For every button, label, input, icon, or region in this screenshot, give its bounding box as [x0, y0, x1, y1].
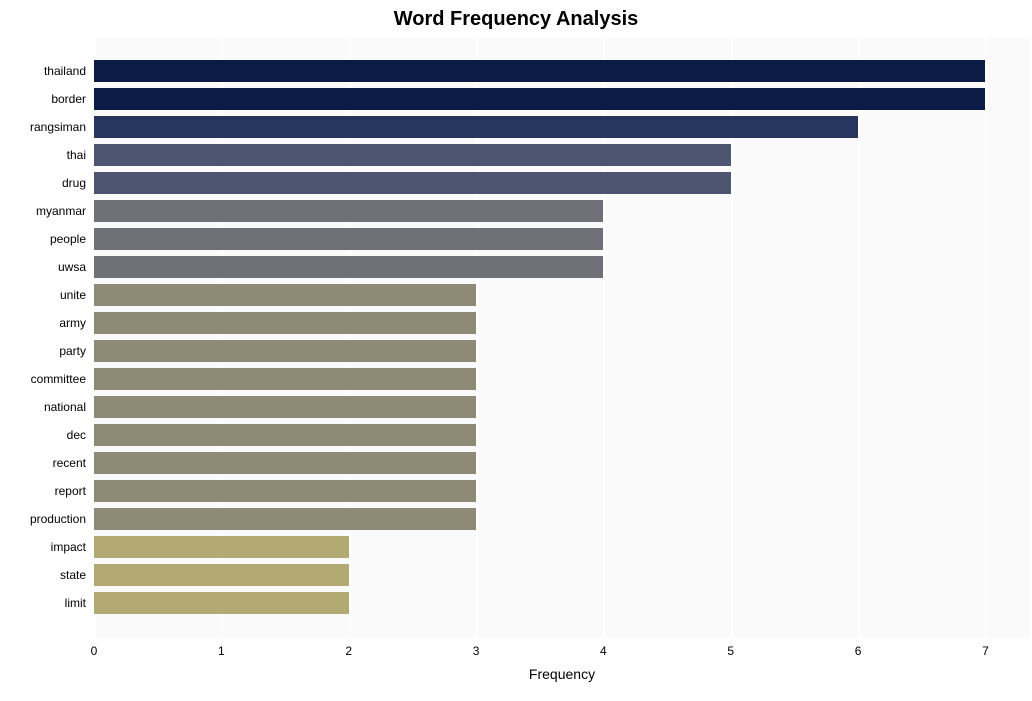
y-tick-label: state — [60, 568, 94, 582]
bar-production — [94, 508, 476, 530]
y-tick-label: thailand — [44, 64, 94, 78]
y-tick-label: recent — [53, 456, 94, 470]
y-tick-label: army — [59, 316, 94, 330]
x-tick-label: 1 — [218, 644, 225, 658]
x-axis-label: Frequency — [529, 666, 595, 682]
y-tick-label: dec — [67, 428, 94, 442]
bar-impact — [94, 536, 349, 558]
bar-national — [94, 396, 476, 418]
y-tick-label: impact — [51, 540, 94, 554]
x-tick-label: 5 — [727, 644, 734, 658]
x-tick-label: 7 — [982, 644, 989, 658]
grid-line — [858, 38, 860, 638]
bar-people — [94, 228, 603, 250]
grid-line — [985, 38, 987, 638]
bar-unite — [94, 284, 476, 306]
y-tick-label: people — [50, 232, 94, 246]
y-tick-label: production — [30, 512, 94, 526]
bar-committee — [94, 368, 476, 390]
bar-border — [94, 88, 985, 110]
bar-dec — [94, 424, 476, 446]
y-tick-label: party — [59, 344, 94, 358]
bar-thai — [94, 144, 731, 166]
y-tick-label: uwsa — [58, 260, 94, 274]
x-tick-label: 0 — [91, 644, 98, 658]
y-tick-label: report — [55, 484, 94, 498]
bar-party — [94, 340, 476, 362]
y-tick-label: limit — [65, 596, 94, 610]
bar-army — [94, 312, 476, 334]
bar-drug — [94, 172, 731, 194]
y-tick-label: thai — [67, 148, 94, 162]
y-tick-label: unite — [60, 288, 94, 302]
bar-limit — [94, 592, 349, 614]
bar-uwsa — [94, 256, 603, 278]
x-tick-label: 3 — [473, 644, 480, 658]
word-frequency-chart: Word Frequency Analysis 01234567thailand… — [0, 0, 1032, 701]
x-tick-label: 4 — [600, 644, 607, 658]
bar-state — [94, 564, 349, 586]
bar-thailand — [94, 60, 985, 82]
plot-area: 01234567thailandborderrangsimanthaidrugm… — [94, 38, 1030, 638]
chart-title: Word Frequency Analysis — [0, 8, 1032, 31]
y-tick-label: drug — [62, 176, 94, 190]
y-tick-label: border — [51, 92, 94, 106]
x-tick-label: 2 — [345, 644, 352, 658]
y-tick-label: committee — [31, 372, 94, 386]
bar-recent — [94, 452, 476, 474]
y-tick-label: national — [44, 400, 94, 414]
y-tick-label: rangsiman — [30, 120, 94, 134]
bar-report — [94, 480, 476, 502]
y-tick-label: myanmar — [36, 204, 94, 218]
bar-rangsiman — [94, 116, 858, 138]
x-tick-label: 6 — [855, 644, 862, 658]
bar-myanmar — [94, 200, 603, 222]
